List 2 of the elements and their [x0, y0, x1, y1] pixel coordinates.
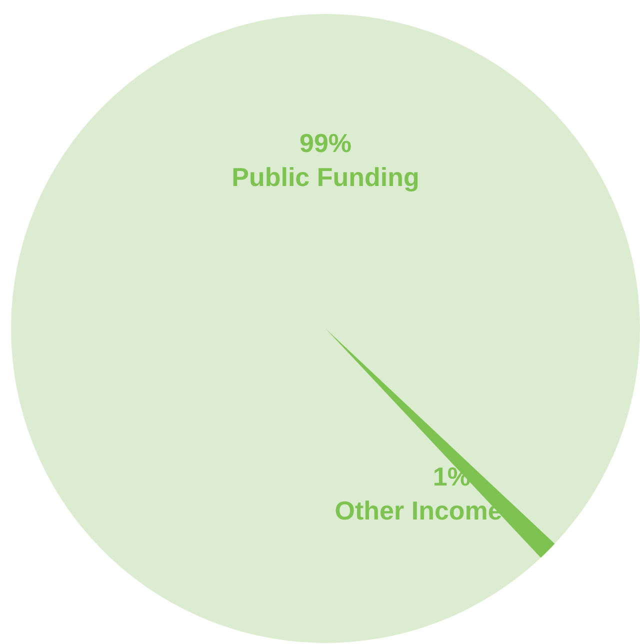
slice-label: Public Funding	[232, 162, 420, 192]
data-label: 99%	[299, 128, 352, 158]
